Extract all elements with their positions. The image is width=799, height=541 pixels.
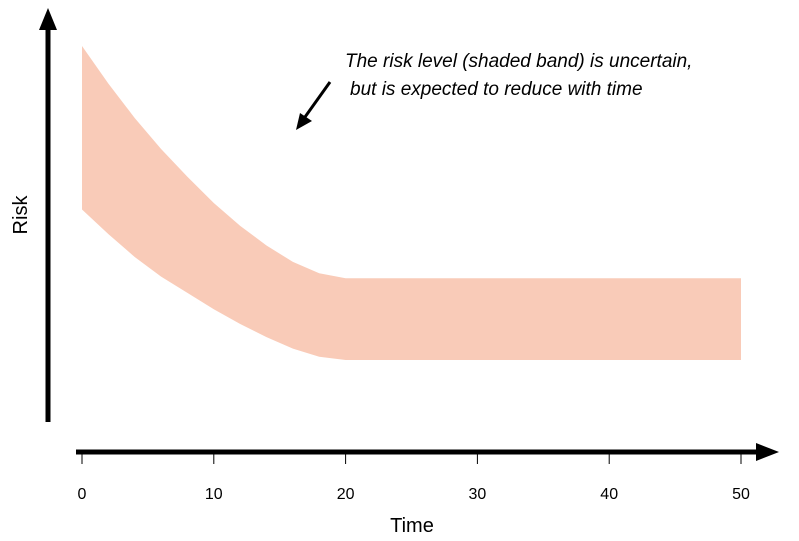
x-tick-label: 50 — [732, 486, 750, 503]
x-ticks: 0 10 20 30 40 50 — [78, 454, 750, 503]
x-tick-label: 40 — [600, 486, 618, 503]
y-axis-title: Risk — [10, 195, 32, 235]
x-axis — [76, 443, 779, 461]
annotation-arrow — [296, 81, 332, 130]
annotation-line-2: but is expected to reduce with time — [350, 79, 643, 100]
x-tick-label: 10 — [205, 486, 223, 503]
y-axis — [39, 8, 57, 422]
annotation-line-1: The risk level (shaded band) is uncertai… — [345, 51, 692, 72]
x-tick-label: 20 — [337, 486, 355, 503]
annotation: The risk level (shaded band) is uncertai… — [296, 51, 692, 130]
x-axis-title: Time — [390, 515, 434, 537]
x-tick-label: 30 — [469, 486, 487, 503]
risk-uncertainty-band — [82, 46, 741, 360]
x-tick-label: 0 — [78, 486, 87, 503]
